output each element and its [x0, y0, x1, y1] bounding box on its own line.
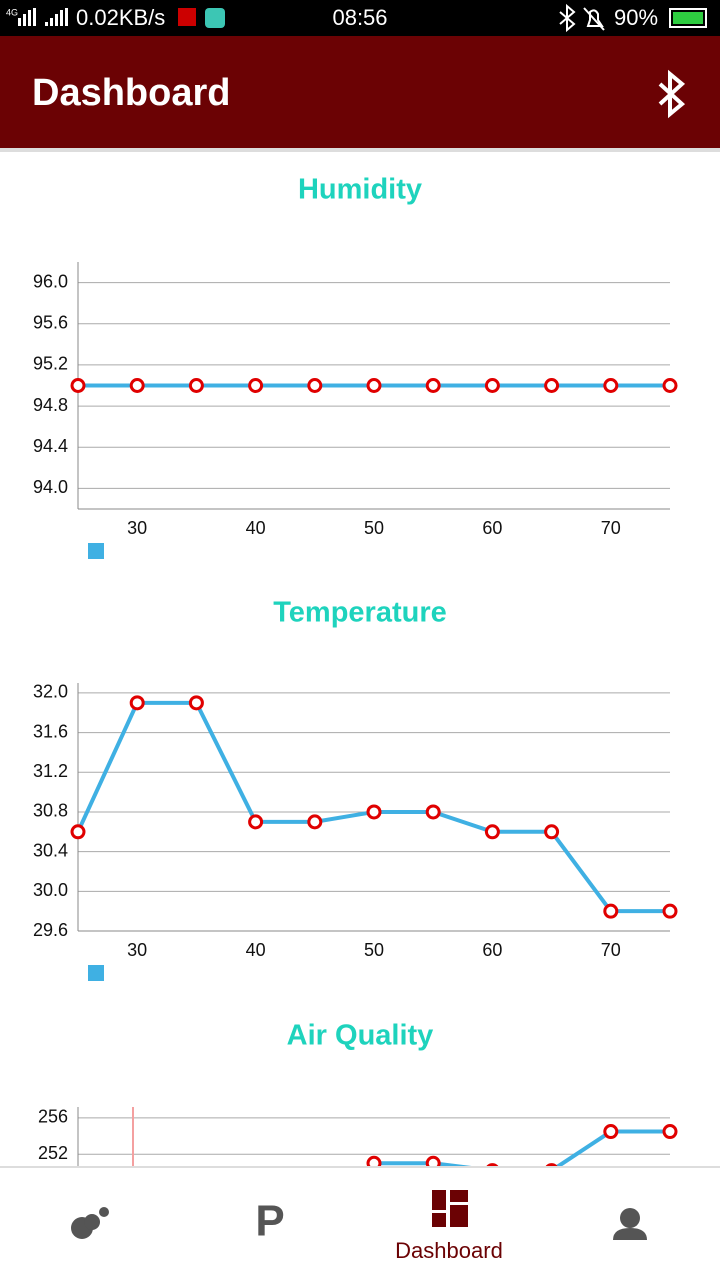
bluetooth-status — [559, 3, 576, 33]
chart-title: Temperature — [273, 597, 447, 629]
nav-home[interactable] — [71, 1207, 109, 1239]
y-tick-label: 30.0 — [33, 880, 68, 900]
x-tick-label: 60 — [482, 940, 502, 960]
status-bar — [0, 0, 720, 36]
data-point — [425, 378, 441, 393]
data-point — [248, 814, 264, 830]
data-line — [374, 1129, 670, 1173]
x-tick-label: 70 — [601, 518, 621, 538]
nav-dashboard[interactable] — [432, 1190, 468, 1227]
data-point — [366, 804, 382, 820]
data-point — [662, 1124, 678, 1140]
mute-icon — [583, 7, 605, 31]
app-icon — [205, 8, 225, 28]
data-point — [70, 378, 86, 393]
battery-level: 90% — [614, 5, 658, 30]
bottom-nav — [0, 1167, 720, 1280]
y-tick-label: 95.2 — [33, 354, 68, 374]
data-point — [307, 814, 323, 830]
data-point — [188, 695, 204, 711]
x-tick-label: 40 — [246, 518, 266, 538]
data-point — [662, 378, 678, 393]
data-point — [307, 378, 323, 393]
y-tick-label: 30.8 — [33, 801, 68, 821]
signal-icons — [18, 8, 68, 26]
data-point — [484, 824, 500, 840]
data-point — [425, 804, 441, 820]
bluetooth-button[interactable] — [658, 69, 686, 119]
data-point — [484, 378, 500, 393]
data-point — [129, 378, 145, 393]
data-point — [366, 378, 382, 393]
data-point — [544, 378, 560, 393]
legend-swatch — [88, 965, 104, 981]
data-point — [129, 695, 145, 711]
data-point — [603, 1124, 619, 1140]
nav-parking[interactable]: P — [255, 1197, 284, 1246]
y-tick-label: 29.6 — [33, 920, 68, 940]
y-tick-label: 252 — [38, 1143, 68, 1163]
data-point — [248, 378, 264, 393]
chart-title: Air Quality — [287, 1020, 434, 1052]
chart-title: Humidity — [298, 174, 422, 206]
y-tick-label: 96.0 — [33, 271, 68, 291]
x-tick-label: 70 — [601, 940, 621, 960]
data-point — [544, 824, 560, 840]
y-tick-label: 256 — [38, 1107, 68, 1127]
x-tick-label: 60 — [482, 518, 502, 538]
y-tick-label: 94.0 — [33, 477, 68, 497]
y-tick-label: 31.2 — [33, 761, 68, 781]
data-point — [603, 903, 619, 919]
clock: 08:56 — [332, 5, 387, 30]
net-speed: 0.02KB/s — [76, 5, 165, 30]
data-point — [70, 824, 86, 840]
y-tick-label: 31.6 — [33, 721, 68, 741]
y-tick-label: 94.8 — [33, 395, 68, 415]
y-tick-label: 95.6 — [33, 313, 68, 333]
battery-icon — [669, 8, 707, 28]
x-tick-label: 40 — [246, 940, 266, 960]
app-title: Dashboard — [32, 72, 230, 114]
battery-fill — [673, 12, 703, 24]
data-point — [188, 378, 204, 393]
nav-label[interactable]: Dashboard — [395, 1238, 503, 1263]
x-tick-label: 50 — [364, 940, 384, 960]
app-bar — [0, 36, 720, 148]
network-type: 4G — [6, 7, 18, 17]
data-point — [603, 378, 619, 393]
y-tick-label: 94.4 — [33, 436, 68, 456]
x-tick-label: 50 — [364, 518, 384, 538]
app-bar-shadow — [0, 148, 720, 152]
charts: Humidity 94.0 94.4 94.8 95.2 95.6 96.0 30 40 50 60… — [33, 174, 678, 1280]
app-icon — [178, 8, 196, 26]
y-tick-label: 30.4 — [33, 840, 68, 860]
nav-profile[interactable] — [613, 1208, 647, 1240]
y-tick-label: 32.0 — [33, 682, 68, 702]
x-tick-label: 30 — [127, 940, 147, 960]
data-point — [662, 903, 678, 919]
legend-swatch — [88, 543, 104, 559]
x-tick-label: 30 — [127, 518, 147, 538]
